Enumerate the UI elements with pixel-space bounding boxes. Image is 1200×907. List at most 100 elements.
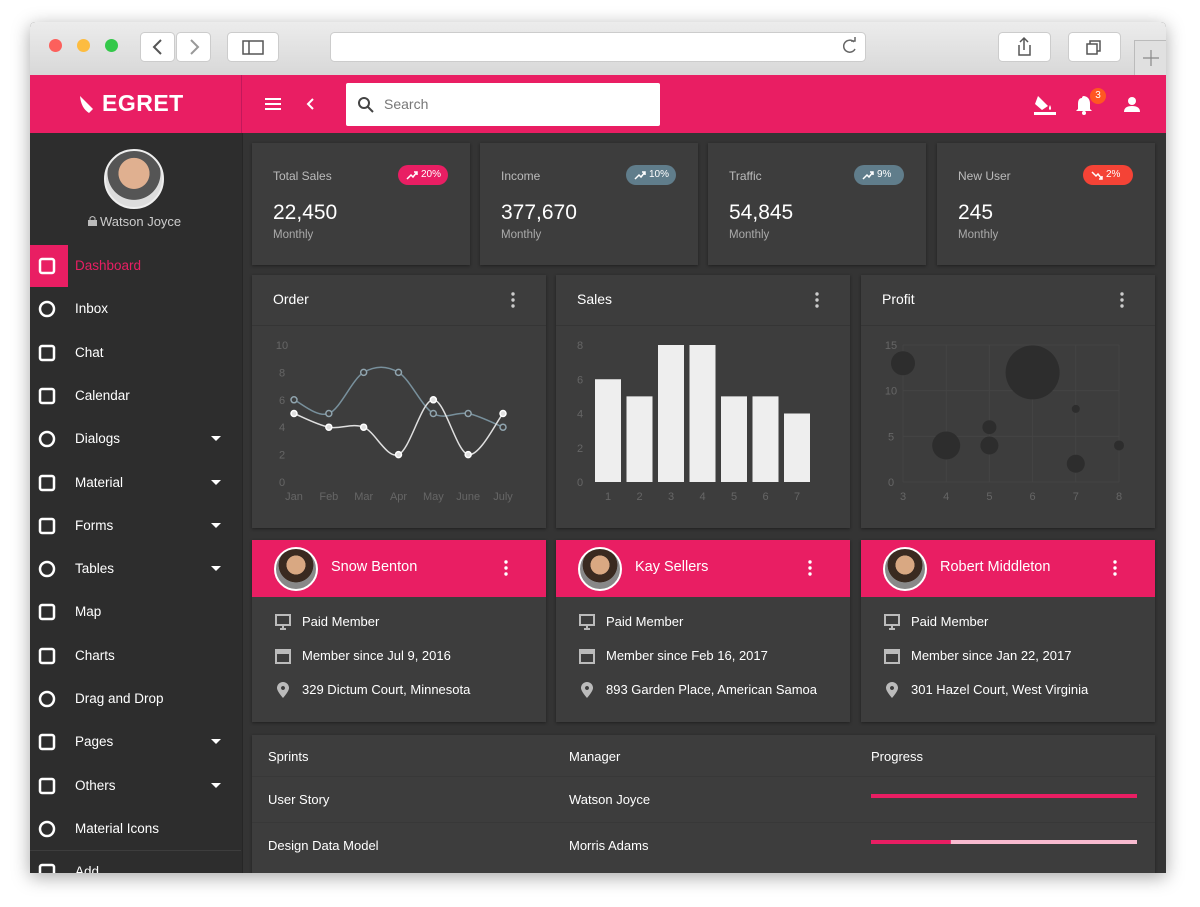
search-placeholder: Search bbox=[384, 96, 429, 112]
x-tick-label: Feb bbox=[319, 491, 338, 503]
line-point bbox=[325, 423, 333, 431]
nav-label[interactable]: Material bbox=[75, 474, 124, 490]
x-tick-label: July bbox=[493, 491, 513, 503]
chart-plot: 3 4 5 6 7 8 0 5 10 15 bbox=[885, 340, 1124, 503]
table-header: Manager bbox=[569, 749, 621, 764]
bar bbox=[626, 396, 653, 482]
contact-icon bbox=[275, 614, 291, 630]
more-menu bbox=[815, 292, 819, 308]
user-name: Watson Joyce bbox=[100, 214, 182, 229]
nav-icon bbox=[38, 777, 56, 794]
line-point bbox=[290, 396, 298, 404]
x-tick-label: 1 bbox=[605, 491, 611, 503]
search-box[interactable]: Search bbox=[346, 83, 660, 126]
nav-label[interactable]: Add bbox=[75, 864, 100, 873]
dot bbox=[511, 298, 515, 302]
nav-label[interactable]: Map bbox=[75, 604, 102, 620]
x-tick-label: 8 bbox=[1116, 491, 1122, 503]
icon-shape bbox=[579, 614, 595, 626]
nav-label[interactable]: Pages bbox=[75, 734, 114, 750]
stat-change: 10% bbox=[649, 169, 670, 180]
arrow bbox=[211, 739, 221, 745]
trend-arrow bbox=[634, 171, 646, 180]
nav-label[interactable]: Calendar bbox=[75, 387, 130, 403]
nav-buttons[interactable] bbox=[140, 32, 212, 62]
row-divider bbox=[252, 776, 1155, 777]
minimize-button[interactable] bbox=[77, 39, 90, 52]
nav-label[interactable]: Material Icons bbox=[75, 820, 160, 836]
line-point bbox=[464, 450, 472, 459]
stat-value: 377,670 bbox=[501, 201, 577, 224]
line-series bbox=[293, 366, 504, 428]
chart-title: Order bbox=[273, 291, 309, 307]
more-menu bbox=[1113, 560, 1117, 576]
maximize-button[interactable] bbox=[105, 39, 118, 52]
address-bar[interactable] bbox=[330, 32, 866, 62]
icon-shape bbox=[276, 650, 290, 654]
contact-icon bbox=[884, 614, 900, 630]
stat-title: Total Sales bbox=[273, 169, 332, 183]
icon-shape bbox=[38, 301, 56, 318]
stat-change: 20% bbox=[421, 169, 442, 180]
icon-shape bbox=[38, 257, 56, 275]
stat-title: New User bbox=[958, 169, 1011, 183]
contact-icon bbox=[579, 614, 595, 630]
window-buttons[interactable] bbox=[998, 32, 1122, 62]
bubble bbox=[1066, 454, 1085, 473]
icon-shape bbox=[889, 625, 895, 630]
y-tick-label: 8 bbox=[577, 340, 583, 352]
icon-shape bbox=[277, 682, 289, 698]
icon-shape bbox=[38, 820, 56, 838]
submenu-arrow bbox=[211, 522, 221, 528]
browser-toolbar bbox=[30, 22, 1166, 76]
dot bbox=[808, 566, 812, 570]
menu-toggle[interactable] bbox=[262, 94, 318, 114]
x-tick-label: 3 bbox=[900, 491, 906, 503]
close-button[interactable] bbox=[49, 39, 62, 52]
notification-badge: 3 bbox=[1090, 88, 1106, 104]
contact-avatar bbox=[578, 547, 622, 591]
submenu-arrow bbox=[211, 436, 221, 442]
nav-label[interactable]: Dialogs bbox=[75, 431, 121, 447]
x-tick-label: 5 bbox=[986, 491, 992, 503]
nav-icon bbox=[38, 257, 56, 275]
contact-membership: Paid Member bbox=[911, 614, 989, 629]
nav-label[interactable]: Inbox bbox=[75, 301, 109, 317]
nav-label[interactable]: Charts bbox=[75, 647, 115, 663]
y-tick-label: 4 bbox=[279, 422, 285, 434]
icon-shape bbox=[280, 625, 286, 630]
dot bbox=[1120, 292, 1124, 296]
progress-fill bbox=[871, 794, 1137, 798]
sidebar-toggle[interactable] bbox=[227, 32, 279, 62]
nav-label[interactable]: Chat bbox=[75, 344, 104, 360]
nav-icon bbox=[38, 560, 56, 578]
dot bbox=[511, 292, 515, 296]
nav-label[interactable]: Others bbox=[75, 777, 116, 793]
brand-name: EGRET bbox=[102, 90, 184, 116]
x-tick-label: May bbox=[423, 491, 444, 503]
nav-label[interactable]: Forms bbox=[75, 517, 114, 533]
bubble bbox=[980, 436, 999, 455]
nav-label[interactable]: Tables bbox=[75, 561, 115, 577]
y-tick-label: 2 bbox=[279, 450, 285, 462]
topbar-icons[interactable] bbox=[1032, 92, 1152, 118]
user-avatar bbox=[104, 149, 164, 209]
new-tab-button[interactable] bbox=[1134, 40, 1166, 75]
contact-address: 329 Dictum Court, Minnesota bbox=[302, 682, 471, 697]
contact-card: Kay Sellers Paid Member Member since Feb 1… bbox=[556, 540, 850, 722]
nav-label[interactable]: Drag and Drop bbox=[75, 691, 164, 706]
y-tick-label: 2 bbox=[577, 443, 583, 455]
table-header: Sprints bbox=[268, 749, 309, 764]
x-tick-label: Apr bbox=[390, 491, 407, 503]
y-tick-label: 15 bbox=[885, 340, 897, 352]
stat-change: 2% bbox=[1106, 169, 1121, 180]
x-tick-label: Jan bbox=[285, 491, 303, 503]
bar bbox=[752, 396, 779, 482]
icon-shape bbox=[38, 474, 56, 491]
nav-label[interactable]: Dashboard bbox=[75, 258, 142, 273]
bubble bbox=[1114, 440, 1124, 451]
dot bbox=[511, 304, 515, 308]
contact-icon bbox=[581, 682, 593, 698]
chart-title: Sales bbox=[577, 291, 613, 307]
